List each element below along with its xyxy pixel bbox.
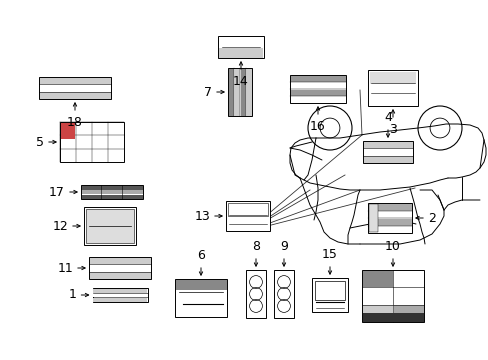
Bar xyxy=(60,122,124,162)
Bar xyxy=(92,288,147,302)
Bar xyxy=(175,279,226,317)
Bar xyxy=(225,201,269,231)
Bar xyxy=(369,72,415,84)
Bar xyxy=(362,270,392,287)
Bar xyxy=(290,82,345,89)
Bar xyxy=(93,298,147,302)
Text: 8: 8 xyxy=(251,240,260,253)
Text: 2: 2 xyxy=(427,211,435,225)
Text: 16: 16 xyxy=(309,120,325,133)
Bar xyxy=(40,77,110,84)
Bar xyxy=(40,85,110,92)
Bar xyxy=(367,203,411,233)
Bar xyxy=(227,203,267,216)
Bar xyxy=(93,288,147,293)
Bar xyxy=(362,305,392,322)
Text: 10: 10 xyxy=(384,240,400,253)
Bar xyxy=(81,185,142,190)
Bar xyxy=(227,68,251,116)
Bar xyxy=(368,219,411,225)
Bar xyxy=(368,203,411,211)
Bar xyxy=(84,207,136,245)
Text: 5: 5 xyxy=(36,135,44,148)
Bar xyxy=(368,211,411,218)
Text: 11: 11 xyxy=(57,261,73,274)
Bar xyxy=(246,68,251,116)
Text: 6: 6 xyxy=(197,249,204,262)
Bar xyxy=(273,270,293,318)
Bar xyxy=(368,226,411,233)
Bar xyxy=(362,141,412,163)
Bar xyxy=(219,48,263,58)
Text: 9: 9 xyxy=(280,240,287,253)
Bar xyxy=(228,68,234,116)
Bar xyxy=(81,185,142,199)
Bar xyxy=(39,77,111,99)
Text: 13: 13 xyxy=(194,210,209,222)
Text: 15: 15 xyxy=(322,248,337,261)
Bar xyxy=(89,265,150,272)
Text: 1: 1 xyxy=(68,288,76,302)
Bar xyxy=(245,270,265,318)
Bar xyxy=(290,76,345,82)
Bar xyxy=(368,204,377,232)
Bar xyxy=(40,92,110,99)
Bar xyxy=(81,190,142,194)
Bar xyxy=(363,149,412,156)
Bar xyxy=(234,68,240,116)
Text: 17: 17 xyxy=(49,185,65,198)
Bar xyxy=(89,257,150,264)
Bar xyxy=(393,288,423,305)
Text: 18: 18 xyxy=(67,116,83,129)
Bar xyxy=(175,279,226,290)
Bar xyxy=(86,209,134,243)
Text: 7: 7 xyxy=(203,85,212,99)
Bar xyxy=(361,270,423,322)
Bar xyxy=(61,123,75,139)
Bar xyxy=(89,257,151,279)
Text: 3: 3 xyxy=(388,123,396,136)
Bar xyxy=(81,195,142,199)
Text: 12: 12 xyxy=(52,220,68,233)
Bar xyxy=(290,96,345,103)
Bar xyxy=(363,141,412,148)
Bar xyxy=(218,36,264,58)
Bar xyxy=(362,312,423,321)
Bar xyxy=(314,281,345,300)
Bar xyxy=(367,70,417,106)
Bar xyxy=(240,68,245,116)
Bar xyxy=(289,75,346,103)
Text: 4: 4 xyxy=(383,111,391,124)
Bar xyxy=(362,288,392,305)
Bar xyxy=(363,156,412,163)
Bar xyxy=(89,272,150,279)
Bar xyxy=(393,305,423,322)
Bar xyxy=(93,293,147,297)
Bar xyxy=(311,278,347,312)
Text: 14: 14 xyxy=(233,75,248,88)
Bar xyxy=(393,270,423,287)
Bar xyxy=(290,90,345,96)
